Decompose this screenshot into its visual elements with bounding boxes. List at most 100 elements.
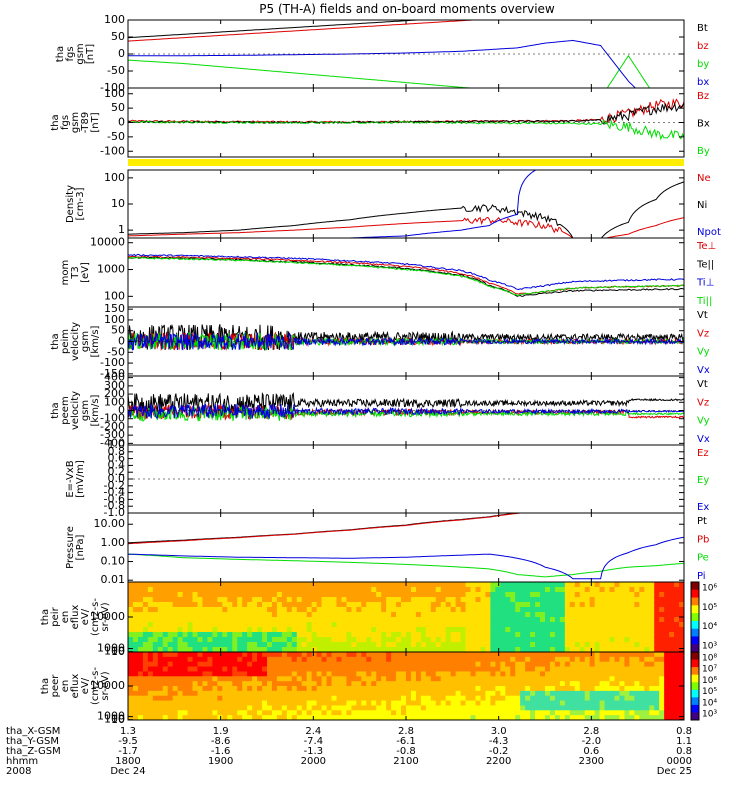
legend-By: By (697, 146, 710, 157)
y-axis-label: peim (60, 329, 71, 354)
legend-Pi: Pi (697, 571, 706, 582)
ephemeris-row-label: tha_X-GSM (6, 726, 60, 737)
panel-density: Ne Ni Npot 100 10 1 Density [cm-3] (65, 169, 721, 239)
series-line-Ni (128, 181, 684, 238)
y-tick-label: 10000 (90, 236, 125, 249)
series-line-Ne (128, 216, 684, 238)
ephemeris-value: 1800 (115, 756, 140, 767)
y-axis-label: fgs (60, 115, 71, 130)
y-axis-label: [km/s] (90, 394, 101, 426)
y-axis-label: [km/s] (90, 325, 101, 357)
y-tick-label: 400 (104, 371, 125, 384)
y-tick-label: 300 (104, 379, 125, 392)
legend-Bt: Bt (697, 23, 708, 34)
y-axis-label: fgs (65, 46, 76, 61)
ephemeris-value: 0.8 (676, 726, 692, 737)
y-tick-label: 1 (118, 223, 125, 236)
legend-Ex: Ex (697, 502, 709, 513)
colorbar-label: 10⁸ (702, 654, 717, 664)
legend-Vy: Vy (697, 416, 710, 427)
series-line-Vx (128, 331, 684, 351)
legend-Vx: Vx (697, 434, 710, 445)
peir_spec-spectrogram (128, 582, 684, 652)
legend-Ez: Ez (697, 448, 709, 459)
legend-Ni: Ni (697, 200, 707, 211)
y-axis-label: eV/ (80, 608, 91, 625)
y-axis-label: peer (50, 674, 61, 698)
legend-Vt: Vt (697, 310, 708, 321)
y-axis-label: peem (60, 396, 71, 424)
series-line-Npot (128, 170, 537, 238)
ephemeris-row-label: tha_Y-GSM (6, 736, 59, 747)
y-tick-label: 100 (104, 13, 125, 26)
y-axis-label: sr-eV) (100, 602, 111, 631)
y-tick-label: 10 (111, 713, 125, 726)
ephemeris-value: 1900 (208, 756, 233, 767)
y-axis-label: [nPa] (75, 534, 86, 560)
y-axis-label: [nT] (85, 44, 96, 64)
y-axis-label: [mV/m] (75, 460, 86, 498)
ephemeris-value: -1.6 (211, 746, 231, 757)
y-tick-label: 50 (111, 30, 125, 43)
legend-Pb: Pb (697, 534, 709, 545)
y-tick-label: 100 (104, 395, 125, 408)
colorbar-label: 10⁵ (702, 603, 717, 613)
y-axis-label: gsm (80, 331, 91, 352)
ephemeris-value: -4.3 (489, 736, 509, 747)
colorbar-label: 10³ (702, 710, 717, 720)
y-tick-label: -0.4 (104, 486, 125, 499)
y-axis-label: gsm (75, 43, 86, 64)
y-axis-label: [cm-3] (75, 187, 86, 220)
y-axis-label: en (60, 680, 71, 693)
peir_spec-colorbar: 10⁶ 10⁵ 10⁴ 10³ (690, 581, 717, 653)
y-axis-label: (cm2-s- (90, 598, 101, 636)
y-tick-label: 100 (104, 313, 125, 326)
panel-frame (127, 19, 685, 89)
y-axis-label: velocity (70, 322, 81, 361)
ephemeris-value: 2200 (486, 756, 511, 767)
series-line-Vt (128, 391, 684, 415)
colorbar-label: 10⁵ (702, 687, 717, 697)
panel-frame (127, 444, 685, 514)
series-line-Bz (128, 97, 684, 124)
ephemeris-value: 2000 (301, 756, 326, 767)
y-tick-label: 50 (111, 101, 125, 114)
legend-Vt: Vt (697, 379, 708, 390)
y-axis-label: E=-VxB (65, 460, 76, 497)
y-tick-label: -50 (107, 345, 125, 358)
panel-efield: Ez Ey Ex 1.00.80.60.40.20.0-0.2-0.4-0.6-0.8… (65, 438, 709, 519)
y-tick-label: 10000 (90, 679, 125, 692)
y-axis-label: peir (50, 606, 61, 626)
y-tick-label: 0.2 (108, 465, 126, 478)
y-tick-label: -150 (100, 367, 125, 380)
y-tick-label: 10 (111, 197, 125, 210)
ephemeris-value: Dec 24 (110, 766, 145, 777)
y-tick-label: 100 (104, 289, 125, 302)
ephemeris-value: 2.8 (583, 726, 599, 737)
y-tick-label: 200 (104, 387, 125, 400)
y-axis-label: gsm (70, 112, 81, 133)
series-line-bz (128, 20, 482, 42)
ephemeris-value: 0.8 (676, 746, 692, 757)
y-axis-label: Pressure (65, 526, 76, 569)
panel-frame (127, 237, 685, 308)
y-axis-label: T3 (70, 266, 81, 279)
y-tick-label: -200 (100, 420, 125, 433)
series-line-Ti|| (128, 256, 684, 297)
y-tick-label: -0.6 (104, 492, 125, 505)
y-axis-label: gsm (80, 400, 91, 421)
y-axis-label: mom (60, 260, 71, 286)
colorbar-label: 10⁷ (702, 665, 717, 675)
y-axis-label: [nT] (90, 112, 101, 132)
ephemeris-row-label: 2008 (6, 766, 31, 777)
y-tick-label: -0.2 (104, 479, 125, 492)
y-axis-label: tha (50, 333, 61, 349)
y-tick-label: 150 (104, 302, 125, 315)
legend-bx: bx (697, 77, 709, 88)
series-line-Pe (128, 553, 684, 578)
y-tick-label: 100 (104, 171, 125, 184)
